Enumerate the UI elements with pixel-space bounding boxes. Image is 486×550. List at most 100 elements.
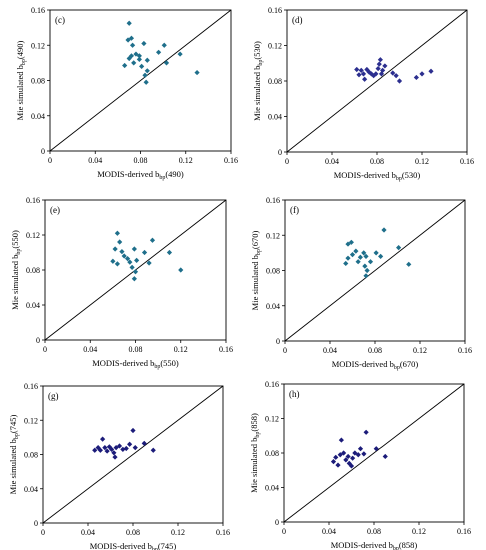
y-tick-label: 0.12 bbox=[268, 42, 282, 51]
data-point bbox=[117, 239, 123, 245]
data-point bbox=[120, 446, 126, 452]
x-tick-label: 0.16 bbox=[460, 157, 474, 166]
data-point bbox=[349, 252, 356, 258]
data-point bbox=[178, 267, 184, 273]
panel-label: (e) bbox=[50, 205, 60, 215]
x-axis-label: MODIS-derived bbp(858) bbox=[331, 540, 418, 550]
x-tick-label: 0.12 bbox=[413, 346, 427, 355]
x-tick-label: 0.12 bbox=[179, 156, 193, 165]
data-point bbox=[345, 255, 351, 261]
data-point bbox=[378, 71, 385, 77]
data-point bbox=[341, 450, 347, 456]
panel-label: (c) bbox=[55, 15, 65, 25]
data-point bbox=[116, 443, 123, 449]
data-point bbox=[144, 68, 150, 74]
data-point bbox=[343, 260, 349, 267]
y-axis-label-suffix: (490) bbox=[15, 41, 25, 60]
data-point bbox=[129, 42, 136, 48]
y-tick-label: 0 bbox=[36, 336, 40, 345]
data-point bbox=[177, 51, 183, 57]
x-axis-label-suffix: (670) bbox=[400, 359, 419, 369]
data-point bbox=[348, 239, 354, 245]
x-tick-label: 0.16 bbox=[219, 345, 233, 354]
data-point bbox=[141, 249, 148, 256]
y-tick-label: 0.04 bbox=[24, 485, 38, 494]
x-axis-label: MODIS-derived bbp(550) bbox=[92, 358, 179, 370]
data-point bbox=[122, 62, 128, 69]
data-point bbox=[139, 63, 145, 69]
x-tick-label: 0.04 bbox=[323, 346, 337, 355]
y-tick-label: 0 bbox=[34, 519, 38, 528]
data-point bbox=[378, 253, 384, 259]
data-point bbox=[92, 447, 98, 453]
data-point bbox=[355, 452, 361, 458]
chart-panel-4: 0 0.04 0.08 0.12 0.16 0 0.04 0.08 0.12 0.16 (g) MOD… bbox=[8, 382, 230, 550]
data-point bbox=[121, 253, 127, 259]
one-to-one-line bbox=[49, 9, 232, 152]
panel-label: (g) bbox=[48, 391, 59, 401]
x-tick-label: 0 bbox=[285, 157, 289, 166]
data-point bbox=[360, 71, 367, 77]
y-axis-label-subscript: bp bbox=[255, 432, 261, 438]
data-point bbox=[142, 72, 148, 78]
x-tick-label: 0.08 bbox=[134, 156, 148, 165]
y-axis-label-main: Mie simulated b bbox=[8, 439, 18, 494]
data-point bbox=[363, 429, 369, 435]
x-tick-label: 0.04 bbox=[88, 156, 102, 165]
data-point bbox=[112, 246, 118, 252]
x-axis-label-main: MODIS-derived b bbox=[90, 541, 152, 550]
y-axis-label-main: Mie simulated b bbox=[15, 65, 25, 120]
chart-panel-1: 0 0.04 0.08 0.12 0.16 0 0.04 0.08 0.12 0.16 (d) MOD… bbox=[252, 6, 474, 182]
x-tick-label: 0.16 bbox=[216, 528, 230, 537]
data-point bbox=[367, 259, 374, 265]
data-point bbox=[377, 57, 383, 63]
x-tick-label: 0.08 bbox=[367, 527, 381, 536]
data-point bbox=[361, 250, 367, 256]
y-tick-label: 0.08 bbox=[268, 77, 282, 86]
x-tick-label: 0.12 bbox=[415, 157, 429, 166]
y-tick-label: 0.12 bbox=[31, 41, 45, 50]
data-point bbox=[143, 79, 149, 85]
y-axis-label-suffix: (550) bbox=[10, 230, 20, 249]
data-point bbox=[102, 445, 108, 451]
data-point bbox=[363, 253, 369, 259]
data-point bbox=[345, 453, 351, 460]
data-point bbox=[112, 454, 118, 460]
data-point bbox=[348, 463, 355, 469]
data-point bbox=[363, 273, 369, 279]
y-axis-label: Mie simulated bbp(530) bbox=[252, 41, 264, 121]
x-axis-label-main: MODIS-derived b bbox=[92, 358, 154, 368]
data-point bbox=[104, 448, 110, 454]
x-tick-label: 0.16 bbox=[457, 527, 471, 536]
x-tick-label: 0.04 bbox=[322, 527, 336, 536]
y-tick-label: 0.08 bbox=[24, 451, 38, 460]
x-axis-label-subscript: bp bbox=[152, 547, 158, 550]
y-tick-label: 0.12 bbox=[26, 231, 40, 240]
one-to-one-line bbox=[42, 385, 224, 524]
x-tick-label: 0.04 bbox=[83, 345, 97, 354]
y-axis-label-suffix: (670) bbox=[250, 231, 260, 250]
x-tick-label: 0.12 bbox=[171, 528, 185, 537]
x-tick-label: 0 bbox=[48, 156, 52, 165]
data-point bbox=[113, 445, 119, 451]
data-point bbox=[396, 78, 403, 84]
data-point bbox=[419, 71, 425, 77]
y-tick-label: 0.16 bbox=[31, 6, 45, 15]
data-point bbox=[128, 35, 135, 41]
data-point bbox=[333, 454, 339, 460]
one-to-one-line bbox=[286, 9, 468, 153]
panel-label: (h) bbox=[289, 389, 300, 399]
data-point bbox=[373, 250, 379, 256]
x-axis-label-main: MODIS-derived b bbox=[331, 540, 393, 550]
data-point bbox=[149, 237, 156, 243]
y-axis-label-subscript: bp bbox=[258, 60, 264, 66]
data-point bbox=[106, 444, 112, 450]
x-axis-label-subscript: bp bbox=[396, 176, 402, 182]
y-tick-label: 0 bbox=[276, 337, 280, 346]
data-point bbox=[127, 259, 133, 265]
data-point bbox=[125, 37, 131, 43]
x-tick-label: 0.12 bbox=[174, 345, 188, 354]
x-axis-label-suffix: (490) bbox=[165, 169, 184, 179]
data-point bbox=[330, 459, 337, 465]
y-tick-label: 0 bbox=[278, 148, 282, 157]
